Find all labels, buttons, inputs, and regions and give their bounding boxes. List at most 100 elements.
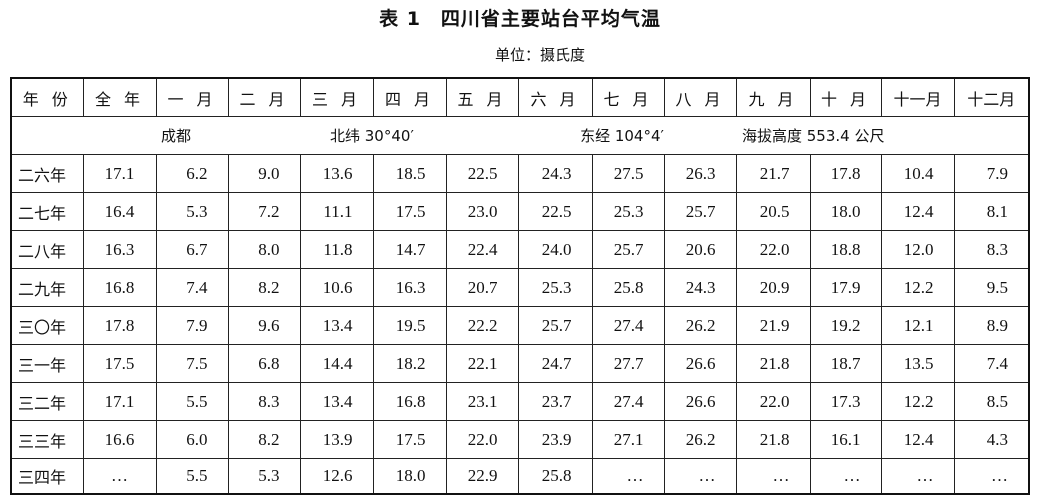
month-cell: 22.4 bbox=[445, 230, 519, 269]
month-cell: 26.6 bbox=[663, 382, 737, 421]
month-cell: 7.4 bbox=[155, 268, 229, 307]
month-cell: 12.1 bbox=[880, 306, 955, 345]
year-cell: 三〇年 bbox=[10, 306, 84, 345]
month-cell: 24.3 bbox=[517, 154, 593, 193]
month-cell: 25.7 bbox=[517, 306, 593, 345]
month-cell: 13.6 bbox=[299, 154, 374, 193]
month-cell: 4.3 bbox=[953, 420, 1030, 459]
table-row: 二九年 16.8 7.4 8.2 10.6 16.3 20.7 25.3 25.8 24.3 20.… bbox=[10, 268, 1030, 307]
annual-cell: 16.6 bbox=[82, 420, 157, 459]
month-cell: 9.6 bbox=[227, 306, 301, 345]
month-cell: 10.4 bbox=[880, 154, 955, 193]
month-cell: 14.7 bbox=[372, 230, 447, 269]
column-header: 一 月 bbox=[155, 77, 229, 117]
month-cell: 8.1 bbox=[953, 192, 1030, 231]
month-cell: 26.2 bbox=[663, 306, 737, 345]
month-cell: 20.6 bbox=[663, 230, 737, 269]
table-row: 三三年 16.6 6.0 8.2 13.9 17.5 22.0 23.9 27.1 26.2 21.… bbox=[10, 420, 1030, 459]
month-cell: 17.8 bbox=[809, 154, 882, 193]
annual-cell: … bbox=[82, 458, 157, 495]
month-cell: 18.8 bbox=[809, 230, 882, 269]
table-row: 三二年 17.1 5.5 8.3 13.4 16.8 23.1 23.7 27.4 26.6 22.… bbox=[10, 382, 1030, 421]
month-cell: 12.4 bbox=[880, 420, 955, 459]
month-cell: 6.0 bbox=[155, 420, 229, 459]
month-cell: 24.7 bbox=[517, 344, 593, 383]
month-cell: 8.2 bbox=[227, 268, 301, 307]
year-cell: 三三年 bbox=[10, 420, 84, 459]
table-title: 表 1 四川省主要站台平均气温 bbox=[379, 8, 661, 30]
month-cell: 21.7 bbox=[735, 154, 811, 193]
column-header: 九 月 bbox=[735, 77, 811, 117]
table-row: 三一年 17.5 7.5 6.8 14.4 18.2 22.1 24.7 27.7 26.6 21.… bbox=[10, 344, 1030, 383]
month-cell: 12.4 bbox=[880, 192, 955, 231]
column-header: 八 月 bbox=[663, 77, 737, 117]
month-cell: 18.7 bbox=[809, 344, 882, 383]
year-cell: 三二年 bbox=[10, 382, 84, 421]
month-cell: 17.5 bbox=[372, 420, 447, 459]
month-cell: 8.3 bbox=[953, 230, 1030, 269]
month-cell: … bbox=[591, 458, 665, 495]
month-cell: 22.0 bbox=[445, 420, 519, 459]
month-cell: 8.3 bbox=[227, 382, 301, 421]
month-cell: 26.3 bbox=[663, 154, 737, 193]
month-cell: 8.0 bbox=[227, 230, 301, 269]
month-cell: 21.8 bbox=[735, 344, 811, 383]
month-cell: 14.4 bbox=[299, 344, 374, 383]
annual-cell: 17.8 bbox=[82, 306, 157, 345]
month-cell: 27.5 bbox=[591, 154, 665, 193]
month-cell: 27.1 bbox=[591, 420, 665, 459]
month-cell: 6.7 bbox=[155, 230, 229, 269]
month-cell: … bbox=[735, 458, 811, 495]
year-cell: 三一年 bbox=[10, 344, 84, 383]
month-cell: 22.1 bbox=[445, 344, 519, 383]
month-cell: 22.9 bbox=[445, 458, 519, 495]
month-cell: 8.9 bbox=[953, 306, 1030, 345]
month-cell: 17.3 bbox=[809, 382, 882, 421]
month-cell: … bbox=[663, 458, 737, 495]
annual-cell: 17.1 bbox=[82, 154, 157, 193]
month-cell: 5.5 bbox=[155, 458, 229, 495]
station-longitude: 东经 104°4′ bbox=[580, 127, 664, 145]
month-cell: 8.2 bbox=[227, 420, 301, 459]
column-header: 五 月 bbox=[445, 77, 519, 117]
station-latitude: 北纬 30°40′ bbox=[330, 127, 414, 145]
month-cell: 12.2 bbox=[880, 382, 955, 421]
month-cell: 6.2 bbox=[155, 154, 229, 193]
month-cell: 5.5 bbox=[155, 382, 229, 421]
month-cell: 12.0 bbox=[880, 230, 955, 269]
month-cell: 16.1 bbox=[809, 420, 882, 459]
month-cell: 5.3 bbox=[227, 458, 301, 495]
month-cell: 22.0 bbox=[735, 382, 811, 421]
month-cell: 13.4 bbox=[299, 306, 374, 345]
annual-cell: 17.1 bbox=[82, 382, 157, 421]
annual-cell: 17.5 bbox=[82, 344, 157, 383]
month-cell: 17.5 bbox=[372, 192, 447, 231]
month-cell: 20.7 bbox=[445, 268, 519, 307]
month-cell: 11.8 bbox=[299, 230, 374, 269]
month-cell: 23.1 bbox=[445, 382, 519, 421]
month-cell: 21.9 bbox=[735, 306, 811, 345]
header-row: 年 份全 年一 月二 月三 月四 月五 月六 月七 月八 月九 月十 月十一月十… bbox=[10, 77, 1030, 117]
month-cell: 8.5 bbox=[953, 382, 1030, 421]
station-name: 成都 bbox=[160, 127, 191, 145]
month-cell: 6.8 bbox=[227, 344, 301, 383]
month-cell: 7.9 bbox=[155, 306, 229, 345]
annual-cell: 16.3 bbox=[82, 230, 157, 269]
month-cell: 20.5 bbox=[735, 192, 811, 231]
column-header: 十一月 bbox=[880, 77, 955, 117]
month-cell: 16.8 bbox=[372, 382, 447, 421]
month-cell: 13.5 bbox=[880, 344, 955, 383]
column-header: 十 月 bbox=[809, 77, 882, 117]
month-cell: 25.8 bbox=[591, 268, 665, 307]
year-cell: 二九年 bbox=[10, 268, 84, 307]
month-cell: 27.4 bbox=[591, 306, 665, 345]
year-cell: 三四年 bbox=[10, 458, 84, 495]
month-cell: 18.0 bbox=[372, 458, 447, 495]
month-cell: 5.3 bbox=[155, 192, 229, 231]
annual-cell: 16.4 bbox=[82, 192, 157, 231]
year-cell: 二八年 bbox=[10, 230, 84, 269]
month-cell: 21.8 bbox=[735, 420, 811, 459]
month-cell: 20.9 bbox=[735, 268, 811, 307]
month-cell: 11.1 bbox=[299, 192, 374, 231]
annual-cell: 16.8 bbox=[82, 268, 157, 307]
